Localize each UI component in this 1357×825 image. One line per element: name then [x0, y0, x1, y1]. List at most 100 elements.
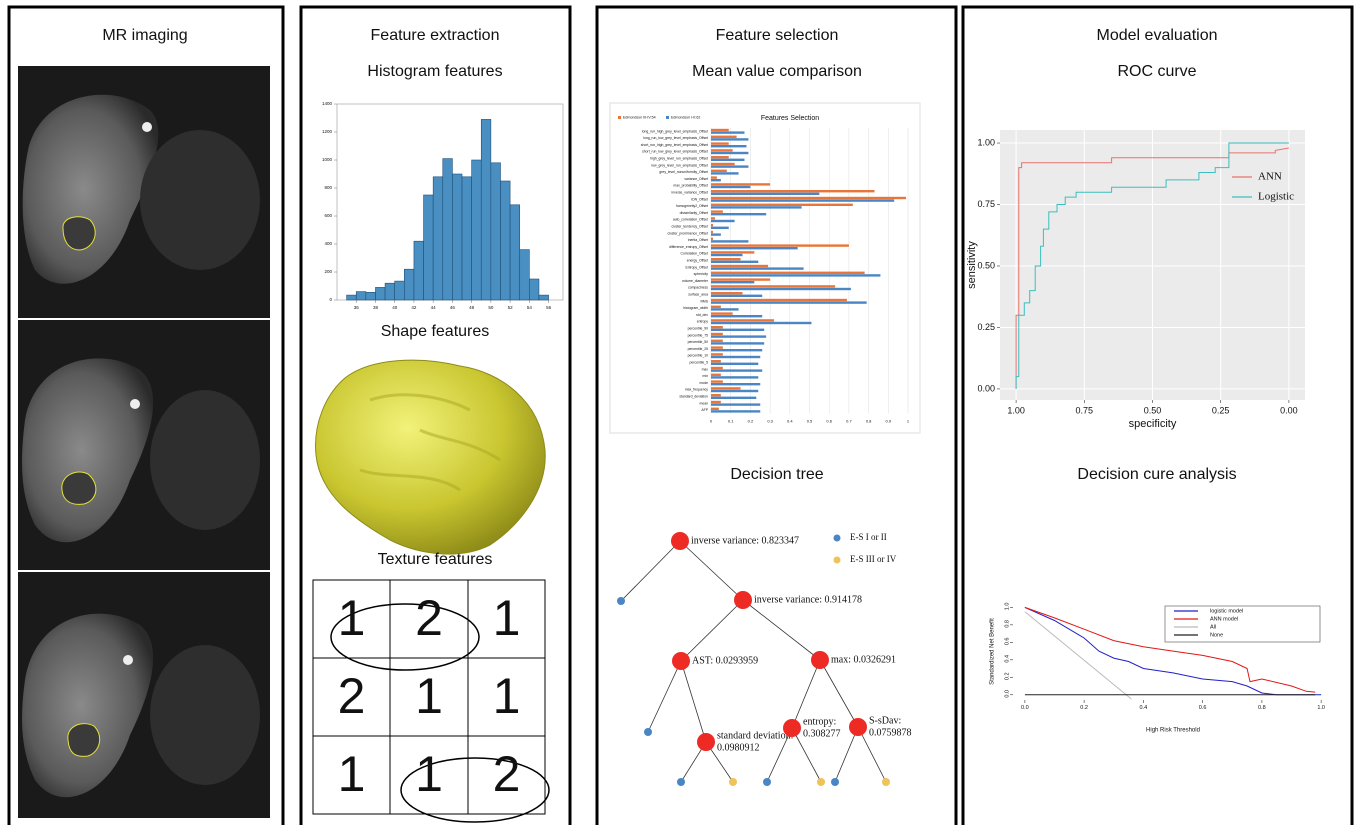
bar — [711, 312, 733, 314]
bar — [711, 301, 867, 303]
histogram-bar — [520, 250, 530, 300]
category-label: energy_Offset — [687, 258, 708, 262]
x-tick-label: 0.75 — [1076, 405, 1094, 415]
panel-title: Feature extraction — [371, 27, 500, 44]
bar — [711, 238, 713, 240]
bar — [711, 306, 721, 308]
bar — [711, 217, 715, 219]
category-label: dissimilarity_Offset — [680, 211, 708, 215]
category-label: cluster_tendency_Offset — [671, 224, 708, 228]
x-tick-label: 56 — [546, 305, 552, 310]
y-tick-label: 400 — [324, 241, 332, 246]
bar — [711, 281, 754, 283]
x-tick-label: 0.9 — [886, 419, 892, 424]
category-label: min — [703, 374, 709, 378]
bar — [711, 142, 729, 144]
bar — [711, 210, 723, 212]
category-label: short_run_low_grey_level_emphasis_Offset — [642, 150, 708, 154]
x-tick-label: 36 — [354, 305, 360, 310]
category-label: cluster_prominence_Offset — [668, 231, 709, 235]
category-label: low_grey_level_run_emphasis_Offset — [652, 163, 709, 167]
x-tick-label: 52 — [508, 305, 514, 310]
x-axis-label: specificity — [1129, 418, 1177, 430]
bar — [711, 387, 741, 389]
histogram-bar — [375, 287, 385, 300]
bar — [711, 231, 713, 233]
bar — [711, 254, 743, 256]
category-label: grey_level_nonuniformity_Offset — [659, 170, 708, 174]
bar — [711, 295, 762, 297]
histogram-bar — [356, 292, 366, 300]
bar — [711, 349, 762, 351]
bar — [711, 333, 723, 335]
tree-leaf — [882, 778, 890, 786]
texture-value: 1 — [338, 746, 366, 802]
bar — [711, 274, 880, 276]
x-tick-label: 50 — [488, 305, 494, 310]
mr-slice — [18, 572, 270, 818]
bar — [711, 204, 853, 206]
legend-dot — [834, 535, 841, 542]
bar — [711, 183, 770, 185]
bar — [711, 138, 748, 140]
category-label: difference_entropy_Offset — [669, 245, 708, 249]
bar — [711, 394, 721, 396]
bar — [711, 278, 770, 280]
category-label: mode — [700, 381, 709, 385]
legend-label: ANN — [1258, 171, 1282, 183]
category-label: percentile_75 — [688, 333, 708, 337]
bar — [711, 360, 721, 362]
texture-value: 1 — [493, 590, 521, 646]
y-tick-label: 800 — [324, 185, 332, 190]
bar — [711, 176, 717, 178]
legend-label: logistic model — [1210, 608, 1243, 614]
section-title: Decision tree — [730, 466, 823, 483]
node-label: inverse variance: 0.823347 — [691, 535, 799, 546]
bar — [711, 261, 758, 263]
node-label: inverse variance: 0.914178 — [754, 594, 862, 605]
texture-value: 1 — [338, 590, 366, 646]
bar — [711, 410, 760, 412]
histogram-bar — [472, 160, 482, 300]
category-label: mean — [700, 401, 709, 405]
category-label: max_frequency — [685, 388, 708, 392]
histogram-bar — [462, 177, 472, 300]
histogram-bar — [500, 181, 510, 300]
y-tick-label: 0.0 — [1004, 690, 1010, 698]
bar — [711, 244, 849, 246]
bar — [711, 206, 802, 208]
x-tick-label: 44 — [431, 305, 437, 310]
mr-images — [18, 66, 270, 818]
bar — [711, 322, 811, 324]
bar — [711, 179, 721, 181]
bar — [711, 227, 729, 229]
texture-value: 1 — [493, 668, 521, 724]
node-label: max: 0.0326291 — [831, 654, 896, 665]
bar — [711, 199, 894, 201]
bar — [711, 376, 758, 378]
legend-label: E-S III or IV — [850, 554, 897, 564]
category-label: percentile_90 — [688, 326, 708, 330]
y-tick-label: 1000 — [322, 157, 333, 162]
bar — [711, 369, 762, 371]
y-tick-label: 0.50 — [977, 260, 995, 270]
tree-node — [811, 651, 829, 669]
x-tick-label: 40 — [392, 305, 398, 310]
texture-value: 2 — [415, 590, 443, 646]
bar — [711, 285, 835, 287]
x-tick-label: 0.5 — [807, 419, 813, 424]
bar — [711, 149, 733, 151]
panel-title: MR imaging — [102, 27, 187, 44]
bar — [711, 356, 760, 358]
bar — [711, 403, 760, 405]
tree-node — [849, 718, 867, 736]
bar — [711, 288, 851, 290]
bar — [711, 152, 748, 154]
bar — [711, 258, 741, 260]
y-tick-label: 1.0 — [1004, 603, 1010, 611]
panel-title: Feature selection — [716, 27, 839, 44]
y-tick-label: 1400 — [322, 101, 333, 106]
category-label: std_dev — [696, 313, 708, 317]
bar — [711, 251, 754, 253]
x-tick-label: 0.4 — [1140, 705, 1148, 711]
